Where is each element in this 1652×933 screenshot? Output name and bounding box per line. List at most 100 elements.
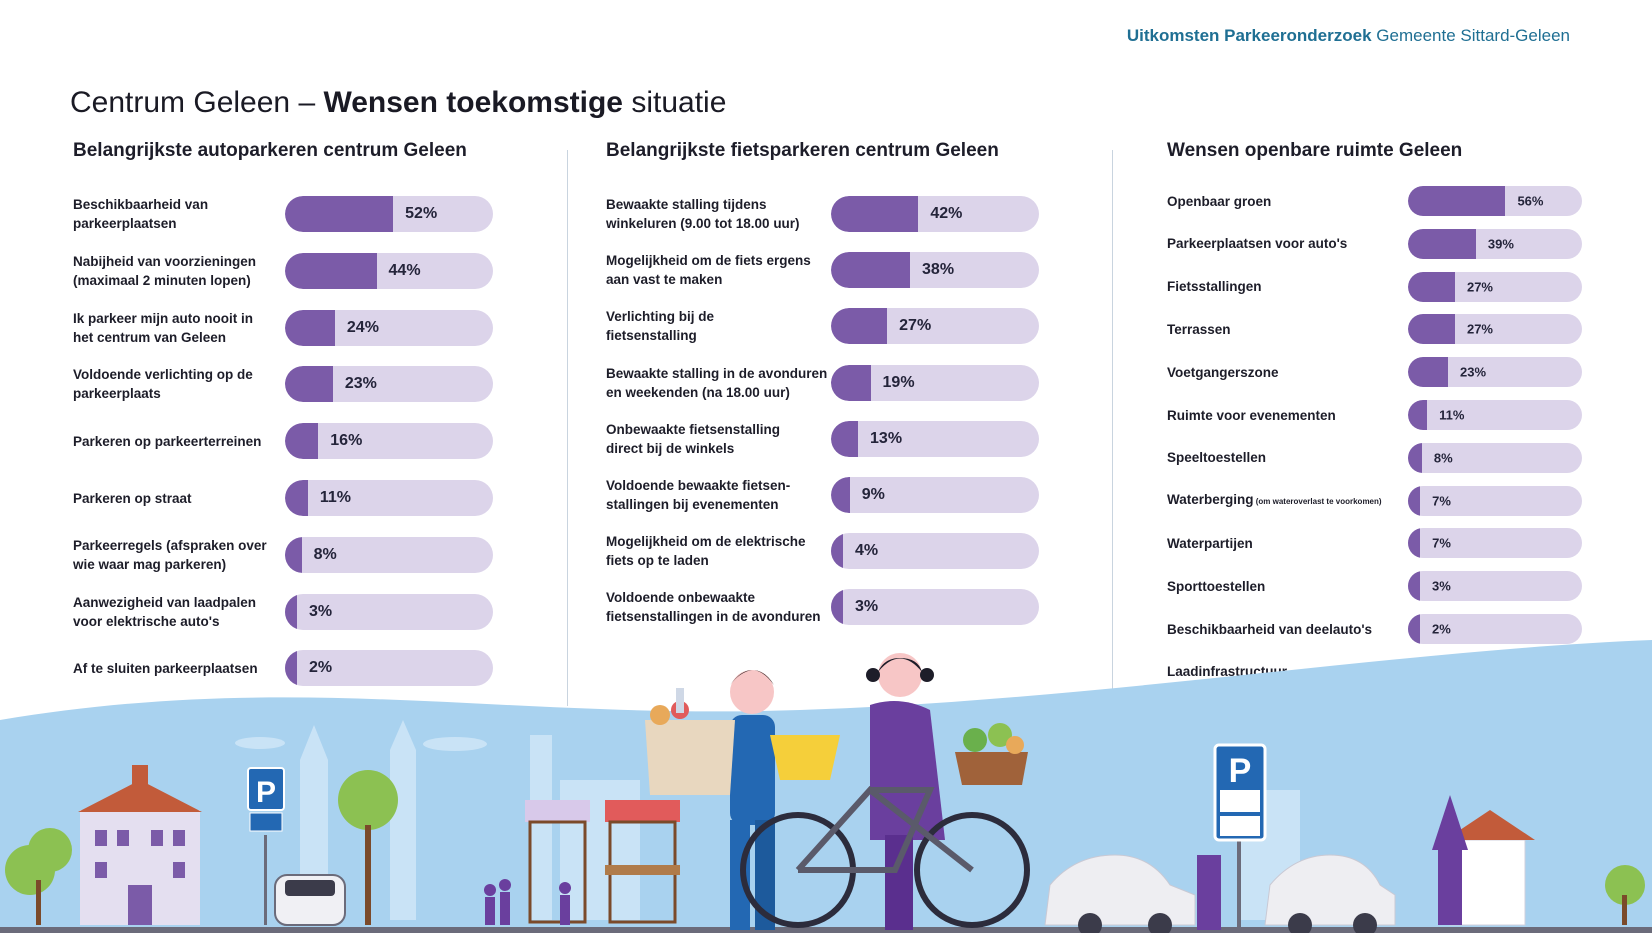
bar-category-label: Nabijheid van voorzieningen (maximaal 2 …	[73, 253, 257, 288]
bar-track: 11%	[285, 480, 493, 516]
bike-bar-row: Mogelijkheid om de elektrische fiets op …	[606, 533, 1039, 570]
bar-category-label: Mogelijkheid om de fiets ergens aan vast…	[606, 253, 811, 288]
bar-category-label: Speeltoestellen	[1167, 450, 1267, 466]
public-space-bar-row: Waterpartijen 7%	[1167, 528, 1582, 559]
bar-fill	[285, 650, 297, 687]
ev-parking-sign: P	[1213, 743, 1267, 930]
page-title-part1: Centrum Geleen –	[70, 86, 324, 119]
panel-public-space: Wensen openbare ruimte Geleen Openbaar g…	[1167, 140, 1587, 687]
bike-bar-row: Bewaakte stalling tijdens winkeluren (9.…	[606, 196, 1039, 232]
bar-value-label: 27%	[1466, 279, 1493, 295]
bar-fill	[1408, 442, 1422, 473]
house-right	[1432, 795, 1535, 926]
bar-track: 8%	[285, 536, 493, 573]
panel-auto-parking: Belangrijkste autoparkeren centrum Gelee…	[73, 140, 513, 687]
bar-fill	[1408, 614, 1420, 644]
bar-fill	[285, 480, 308, 516]
charging-station	[1197, 855, 1221, 930]
column-divider-1	[567, 150, 568, 706]
bar-value-label: 56%	[1517, 193, 1544, 209]
auto-bar-row: Af te sluiten parkeerplaatsen 2%	[73, 650, 493, 687]
bar-category-label: Voldoende bewaakte fietsen- stallingen b…	[606, 478, 791, 512]
bar-track: 27%	[1408, 314, 1582, 345]
bar-category-label: Voldoende onbewaakte fietsenstallingen i…	[606, 590, 821, 625]
bar-track: 44%	[285, 252, 493, 289]
bar-fill	[285, 252, 377, 289]
bar-value-label: 52%	[405, 205, 438, 222]
bar-value-label: 16%	[330, 432, 363, 450]
bar-track: 13%	[831, 420, 1039, 457]
bar-category-label: Aanwezigheid van laadpalen voor elektris…	[73, 594, 257, 629]
bar-fill	[285, 593, 297, 630]
auto-bar-row: Aanwezigheid van laadpalen voor elektris…	[73, 593, 493, 630]
public-space-bar-row: Sporttoestellen 3%	[1167, 571, 1582, 602]
bar-track: 2%	[1408, 614, 1582, 644]
public-space-bar-row: Ruimte voor evenementen 11%	[1167, 400, 1582, 430]
bar-track: 19%	[831, 364, 1039, 401]
bar-category-label: Parkeerregels (afspraken over wie waar m…	[73, 537, 267, 572]
bar-category-label: Mogelijkheid om de elektrische fiets op …	[606, 534, 806, 569]
panel-title-public-space: Wensen openbare ruimte Geleen	[1167, 140, 1463, 161]
public-space-bar-row: Fietsstallingen 27%	[1167, 271, 1582, 302]
public-space-bar-row: Speeltoestellen 8%	[1167, 442, 1582, 473]
ev-parking-sign-letter: P	[1229, 752, 1252, 790]
report-header: Uitkomsten Parkeeronderzoek Gemeente Sit…	[1127, 26, 1570, 46]
bar-track: 7%	[1408, 485, 1582, 516]
bar-value-label: 9%	[861, 486, 885, 503]
bar-value-label: 38%	[922, 261, 955, 279]
auto-bar-row: Ik parkeer mijn auto nooit in het centru…	[73, 309, 493, 346]
bar-fill	[831, 252, 911, 289]
electric-cars	[1044, 854, 1396, 933]
tree-middle	[338, 770, 398, 925]
bar-category-label: Terrassen	[1167, 321, 1231, 337]
bar-fill	[831, 364, 871, 401]
bar-value-label: 27%	[899, 317, 932, 335]
bar-category-label: Bewaakte stalling in de avonduren en wee…	[606, 365, 828, 400]
bar-fill	[285, 309, 335, 346]
bar-track: 27%	[1408, 271, 1582, 302]
public-space-bar-row: Parkeerplaatsen voor auto's 39%	[1167, 228, 1582, 259]
bike-bar-row: Voldoende bewaakte fietsen- stallingen b…	[606, 477, 1039, 513]
bar-fill	[1408, 271, 1455, 302]
bar-fill	[285, 536, 302, 573]
bar-category-label: Bewaakte stalling tijdens winkeluren (9.…	[606, 197, 800, 231]
bar-track: 8%	[1408, 442, 1582, 473]
tree-right	[1605, 865, 1645, 925]
page-title-part2: Wensen toekomstige	[323, 86, 623, 119]
bar-category-label: Verlichting bij de fietsenstalling	[606, 309, 715, 344]
bar-value-label: 7%	[1432, 493, 1451, 509]
bar-track: 39%	[1408, 228, 1582, 259]
bar-fill	[285, 366, 333, 403]
woman-with-bicycle	[740, 653, 1030, 930]
bar-value-label: 27%	[1466, 321, 1493, 337]
bar-fill	[831, 477, 850, 513]
bar-fill	[1408, 400, 1428, 430]
market-stalls	[525, 800, 680, 924]
bar-category-label: Openbaar groen	[1167, 193, 1272, 209]
bar-track: 23%	[285, 366, 493, 403]
bar-category-sublabel: (om wateroverlast te voorkomen)	[1253, 497, 1382, 507]
bar-category-label: Onbewaakte fietsenstalling direct bij de…	[606, 421, 781, 456]
bar-value-label: 23%	[1460, 364, 1487, 380]
bar-fill	[1408, 528, 1421, 559]
bar-category-label: Waterberging (om wateroverlast te voorko…	[1167, 492, 1382, 508]
bar-value-label: 4%	[855, 542, 879, 560]
bar-category-label: Waterpartijen	[1167, 535, 1253, 551]
bar-value-label: 24%	[346, 318, 379, 336]
bike-bar-row: Verlichting bij de fietsenstalling 27%	[606, 308, 1039, 345]
panel-title-auto: Belangrijkste autoparkeren centrum Gelee…	[73, 140, 467, 161]
bar-track: 3%	[1408, 571, 1582, 602]
bar-fill	[831, 420, 859, 457]
auto-bar-row: Parkeerregels (afspraken over wie waar m…	[73, 536, 493, 573]
parking-sign-left-letter: P	[256, 776, 276, 809]
bar-track: 27%	[831, 308, 1039, 345]
bar-category-label: Voldoende verlichting op de parkeerplaat…	[73, 367, 253, 402]
bar-fill	[1408, 186, 1506, 216]
man-with-groceries	[645, 670, 775, 930]
bar-track: 4%	[831, 533, 1039, 570]
bar-value-label: 3%	[309, 602, 333, 620]
bike-bar-row: Onbewaakte fietsenstalling direct bij de…	[606, 420, 1039, 457]
bar-value-label: 3%	[1432, 578, 1451, 594]
bar-value-label: 7%	[1432, 535, 1451, 551]
parking-sign-left: P	[247, 767, 285, 925]
